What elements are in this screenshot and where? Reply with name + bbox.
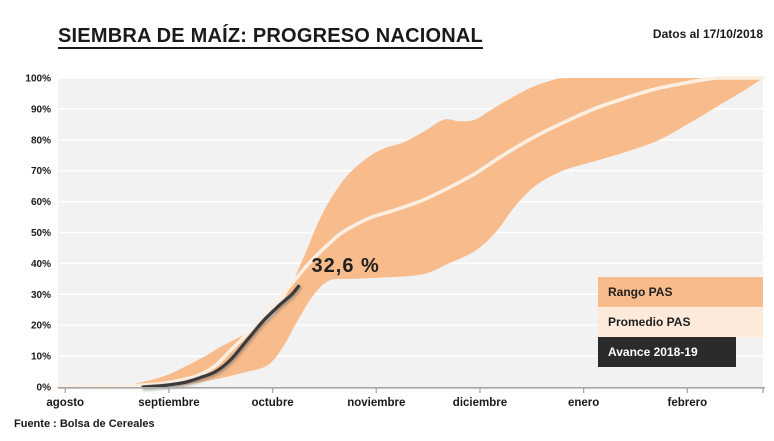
- rango-pas-band: [58, 78, 763, 387]
- x-axis-label: septiembre: [138, 397, 199, 409]
- x-axis-label: octubre: [252, 397, 294, 409]
- y-axis-label: 0%: [37, 383, 52, 394]
- legend-label-promedio-pas: Promedio PAS: [608, 315, 691, 329]
- legend-item-promedio-pas: Promedio PAS: [598, 307, 763, 337]
- y-axis-label: 40%: [31, 259, 51, 270]
- y-axis-label: 30%: [31, 290, 51, 301]
- y-axis-label: 100%: [25, 74, 51, 85]
- x-axis-label: agosto: [46, 397, 84, 409]
- y-axis-label: 20%: [31, 321, 51, 332]
- chart-title: SIEMBRA DE MAÍZ: PROGRESO NACIONAL: [58, 25, 483, 47]
- legend-item-rango-pas: Rango PAS: [598, 277, 763, 307]
- legend-label-avance-2018-19: Avance 2018-19: [608, 345, 698, 359]
- source-note: Fuente : Bolsa de Cereales: [14, 418, 155, 430]
- avance-2018-19-line: [141, 284, 301, 389]
- y-axis-label: 70%: [31, 166, 51, 177]
- x-axis-label: noviembre: [347, 397, 405, 409]
- y-axis-label: 90%: [31, 104, 51, 115]
- y-axis-label: 10%: [31, 352, 51, 363]
- date-note: Datos al 17/10/2018: [652, 27, 763, 41]
- y-axis-label: 80%: [31, 135, 51, 146]
- x-axis-label: febrero: [668, 397, 708, 409]
- legend: Rango PAS Promedio PAS Avance 2018-19: [598, 277, 763, 367]
- avance-value-annotation: 32,6 %: [311, 255, 380, 278]
- y-axis-label: 50%: [31, 228, 51, 239]
- legend-label-rango-pas: Rango PAS: [608, 285, 673, 299]
- y-axis-label: 60%: [31, 197, 51, 208]
- promedio-pas-line: [56, 76, 765, 389]
- legend-item-avance-2018-19: Avance 2018-19: [598, 337, 736, 367]
- x-axis-label: diciembre: [453, 397, 507, 409]
- x-axis-label: enero: [568, 397, 599, 409]
